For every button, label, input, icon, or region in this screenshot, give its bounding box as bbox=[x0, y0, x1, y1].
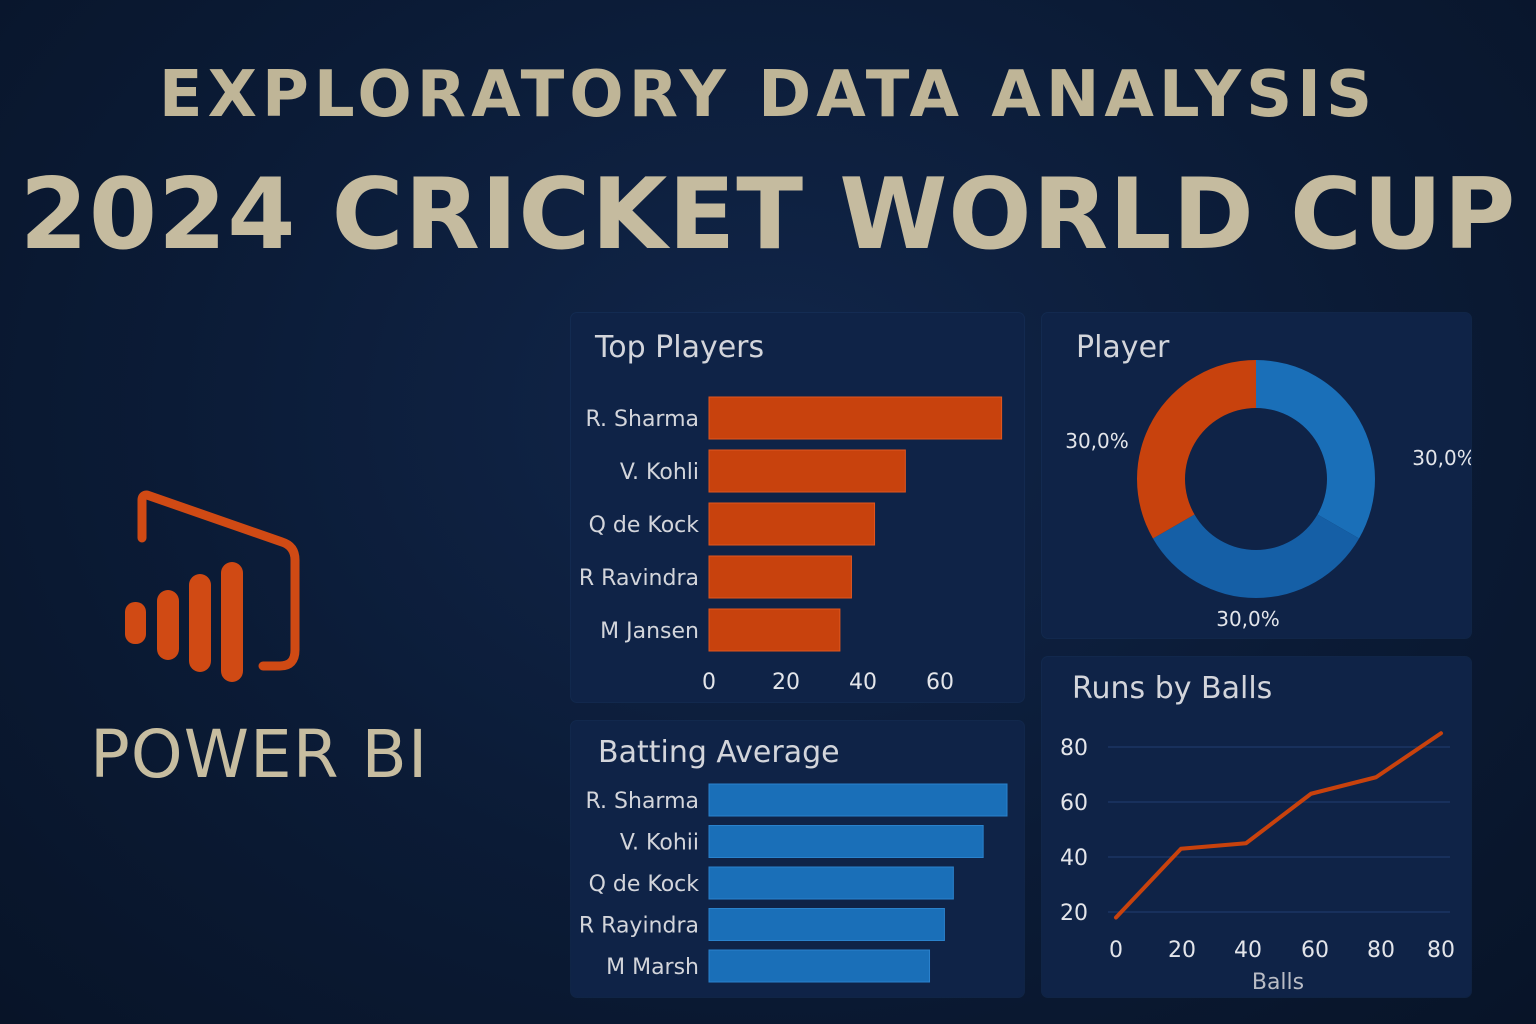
batting-average-title: Batting Average bbox=[598, 735, 840, 770]
x-tick-label: 20 bbox=[1168, 938, 1196, 963]
bar-label: Q de Kock bbox=[589, 513, 700, 538]
bar-label: M Jansen bbox=[600, 619, 699, 644]
bar bbox=[708, 825, 984, 858]
x-tick-label: 40 bbox=[1234, 938, 1262, 963]
player-donut-chart: 30,0% 30,0% 30,0% bbox=[1065, 360, 1471, 631]
top-players-title: Top Players bbox=[595, 330, 765, 365]
x-tick-label: 60 bbox=[1301, 938, 1329, 963]
y-tick-label: 40 bbox=[1060, 846, 1088, 871]
donut-slice bbox=[1152, 514, 1360, 599]
x-tick-label: 40 bbox=[849, 670, 877, 695]
bar-label: Q de Kock bbox=[589, 872, 700, 897]
x-tick-label: 60 bbox=[926, 670, 954, 695]
slice-label: 30,0% bbox=[1216, 607, 1280, 631]
slice-label: 30,0% bbox=[1065, 429, 1129, 453]
x-tick-label: 80 bbox=[1367, 938, 1395, 963]
bar-label: R. Sharma bbox=[586, 789, 699, 814]
donut-slice bbox=[1256, 360, 1375, 539]
y-tick-label: 20 bbox=[1060, 901, 1088, 926]
bar-label: M Marsh bbox=[606, 955, 699, 980]
batting-average-panel: Batting Average R. Sharma V. Kohii Q de Ko… bbox=[571, 721, 1024, 997]
bar-label: V. Kohii bbox=[620, 831, 699, 856]
page-title: 2024 CRICKET WORLD CUP bbox=[19, 158, 1517, 272]
player-panel: Player 30,0% 30,0% 30,0% bbox=[1042, 313, 1471, 638]
bar bbox=[708, 783, 1008, 817]
bar bbox=[708, 449, 906, 493]
runs-by-balls-title: Runs by Balls bbox=[1072, 671, 1273, 706]
donut-slice bbox=[1137, 360, 1256, 539]
bar bbox=[708, 608, 841, 652]
bar-label: R Rayindra bbox=[579, 914, 699, 939]
y-tick-label: 80 bbox=[1060, 736, 1088, 761]
slice-label: 30,0% bbox=[1412, 446, 1471, 470]
y-tick-label: 60 bbox=[1060, 791, 1088, 816]
bar-label: V. Kohli bbox=[620, 460, 699, 485]
page-subtitle: EXPLORATORY DATA ANALYSIS bbox=[158, 58, 1378, 132]
power-bi-icon bbox=[125, 490, 300, 682]
x-tick-label: 20 bbox=[772, 670, 800, 695]
bar bbox=[708, 502, 876, 546]
bar-label: R. Sharma bbox=[586, 407, 699, 432]
brand-name: POWER BI bbox=[90, 716, 429, 793]
bar bbox=[708, 908, 945, 941]
bar bbox=[708, 866, 954, 900]
runs-by-balls-chart: 80 60 40 20 0 20 40 60 80 80 Balls bbox=[1060, 731, 1455, 995]
top-players-chart: R. Sharma V. Kohli Q de Kock R Ravindra M Ja… bbox=[579, 396, 1003, 695]
bar bbox=[708, 949, 931, 983]
top-players-panel: Top Players R. Sharma V. Kohli Q de Kock R … bbox=[571, 313, 1024, 702]
batting-average-chart: R. Sharma V. Kohii Q de Kock R Rayindra M Ma… bbox=[579, 783, 1008, 983]
player-title: Player bbox=[1076, 330, 1170, 365]
bar bbox=[708, 396, 1003, 440]
x-axis-label: Balls bbox=[1252, 970, 1304, 995]
runs-by-balls-panel: Runs by Balls 80 60 40 20 0 20 40 60 80 80 Balls bbox=[1042, 657, 1471, 997]
bar-label: R Ravindra bbox=[579, 566, 699, 591]
x-tick-label: 80 bbox=[1427, 938, 1455, 963]
x-tick-label: 0 bbox=[1109, 938, 1123, 963]
series-line bbox=[1114, 731, 1443, 920]
bar bbox=[708, 555, 852, 599]
x-tick-label: 0 bbox=[702, 670, 716, 695]
